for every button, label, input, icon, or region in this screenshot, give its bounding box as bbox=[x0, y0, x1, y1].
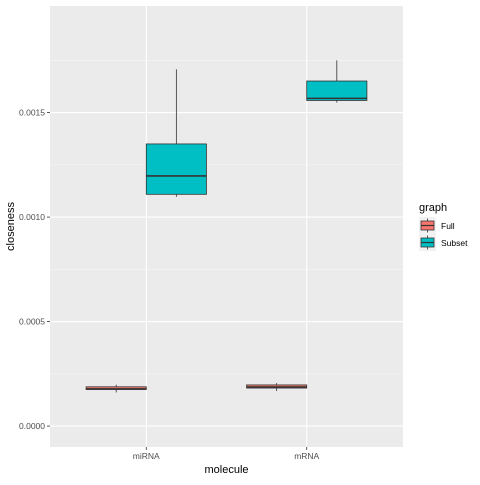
box-full-mrna bbox=[246, 383, 308, 391]
x-axis-title: molecule bbox=[204, 464, 248, 476]
minor-gridlines bbox=[50, 60, 403, 375]
boxes bbox=[85, 60, 368, 393]
x-axis-ticks: miRNA mRNA bbox=[133, 447, 320, 461]
legend-label: Subset bbox=[441, 238, 468, 248]
box-subset-mrna bbox=[306, 60, 368, 103]
x-tick-label: mRNA bbox=[294, 451, 319, 461]
legend: graph Full Subset bbox=[419, 202, 468, 251]
box-body bbox=[145, 143, 207, 195]
box-full-mirna bbox=[85, 384, 147, 393]
box-subset-mirna bbox=[145, 69, 207, 197]
box-body bbox=[306, 80, 368, 101]
y-tick-label: 0.0005 bbox=[19, 317, 45, 327]
legend-label: Full bbox=[441, 221, 455, 231]
y-axis-ticks: 0.0000 0.0005 0.0010 0.0015 bbox=[19, 108, 50, 431]
y-axis-title: closeness bbox=[5, 202, 17, 251]
major-gridlines bbox=[50, 6, 403, 447]
y-tick-label: 0.0015 bbox=[19, 108, 45, 118]
y-tick-label: 0.0000 bbox=[19, 421, 45, 431]
legend-item-full: Full bbox=[419, 217, 455, 234]
x-tick-label: miRNA bbox=[133, 451, 160, 461]
legend-item-subset: Subset bbox=[419, 234, 468, 251]
plot-panel bbox=[50, 6, 403, 447]
y-tick-label: 0.0010 bbox=[19, 212, 45, 222]
legend-title: graph bbox=[419, 202, 447, 214]
